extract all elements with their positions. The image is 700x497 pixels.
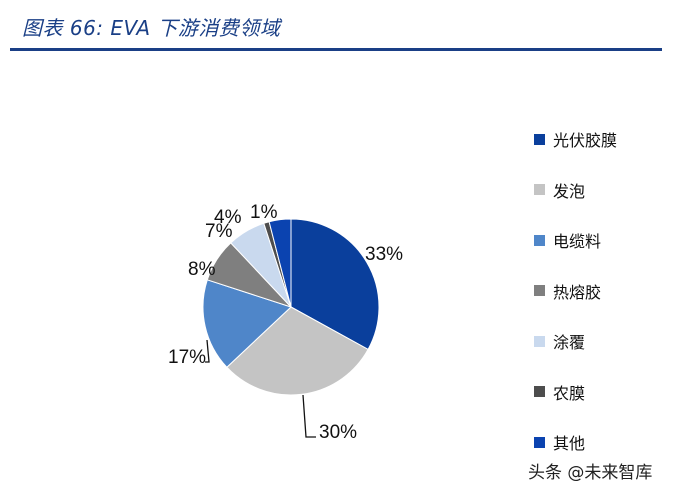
- legend-label: 发泡: [553, 181, 586, 201]
- pie-slice-1: [290, 218, 380, 351]
- legend-swatch: [534, 285, 545, 297]
- legend-label: 涂覆: [553, 333, 586, 353]
- legend-swatch: [534, 184, 545, 196]
- chart-legend: 光伏胶膜发泡电缆料热熔胶涂覆农膜其他: [534, 114, 617, 468]
- legend-item-2: 发泡: [534, 165, 617, 216]
- legend-swatch: [534, 386, 545, 398]
- figure-title: 图表 66: EVA 下游消费领域: [22, 16, 281, 40]
- legend-swatch: [534, 436, 545, 448]
- figure-header: 图表 66: EVA 下游消费领域: [0, 0, 700, 54]
- legend-swatch: [534, 234, 545, 246]
- legend-item-7: 其他: [534, 417, 617, 468]
- data-label-2: 30%: [319, 422, 357, 443]
- legend-item-4: 热熔胶: [534, 266, 617, 317]
- legend-label: 热熔胶: [553, 282, 602, 302]
- title-underline: [10, 48, 662, 51]
- data-label-7: 4%: [214, 207, 242, 228]
- pie-slice-7: [268, 218, 292, 308]
- legend-item-3: 电缆料: [534, 215, 617, 266]
- leader-line-2: [302, 394, 316, 438]
- legend-label: 其他: [553, 434, 586, 454]
- data-label-1: 33%: [365, 244, 403, 265]
- data-label-5: 7%: [205, 221, 233, 242]
- legend-label: 农膜: [553, 383, 586, 403]
- legend-item-5: 涂覆: [534, 316, 617, 367]
- legend-label: 电缆料: [553, 232, 602, 252]
- watermark-text: 头条 @未来智库: [528, 463, 653, 483]
- data-label-3: 17%: [168, 347, 206, 368]
- data-label-4: 8%: [188, 259, 216, 280]
- pie-slice-3: [202, 279, 292, 368]
- legend-swatch: [534, 335, 545, 347]
- data-label-6: 1%: [250, 202, 278, 223]
- legend-item-6: 农膜: [534, 367, 617, 418]
- legend-label: 光伏胶膜: [553, 131, 618, 151]
- pie-slice-2: [226, 306, 369, 396]
- leader-line-3: [205, 339, 210, 363]
- legend-item-1: 光伏胶膜: [534, 114, 617, 165]
- legend-swatch: [534, 133, 545, 145]
